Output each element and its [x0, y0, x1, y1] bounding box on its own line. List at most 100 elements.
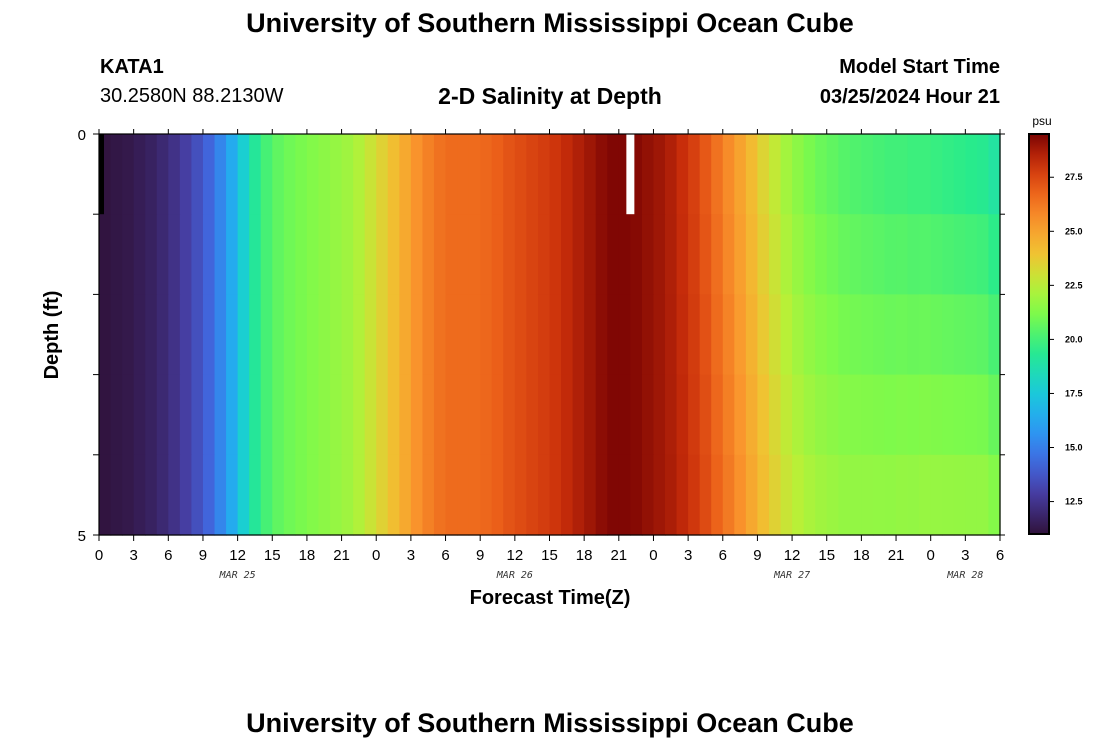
heatmap-cell	[110, 374, 123, 456]
x-tick-label: 21	[888, 547, 905, 564]
heatmap-cell	[122, 134, 135, 215]
heatmap-cell	[699, 214, 712, 295]
heatmap-cell	[503, 454, 516, 536]
x-tick-label: 0	[649, 547, 657, 564]
heatmap-cell	[919, 134, 932, 215]
heatmap-cell	[630, 294, 643, 376]
heatmap-cell	[156, 134, 169, 215]
heatmap-cell	[295, 294, 308, 376]
heatmap-cell	[526, 214, 539, 295]
heatmap-cell	[722, 134, 735, 215]
heatmap-cell	[872, 374, 886, 456]
heatmap-cell	[318, 294, 331, 376]
x-tick-label: 9	[199, 547, 207, 564]
heatmap-cell	[422, 454, 435, 536]
heatmap-cell	[156, 454, 169, 536]
heatmap-cell	[561, 374, 574, 456]
heatmap-cell	[145, 294, 158, 376]
heatmap-cell	[480, 454, 493, 536]
heatmap-cell	[410, 214, 424, 295]
x-tick-label: 18	[853, 547, 870, 564]
heatmap-cell	[537, 214, 551, 295]
heatmap-cell	[780, 294, 793, 376]
heatmap-cell	[907, 134, 920, 215]
heatmap-cell	[930, 374, 943, 456]
station-id: KATA1	[100, 56, 164, 78]
heatmap-cell	[884, 374, 897, 456]
y-axis: 05	[78, 127, 1005, 545]
heatmap-cell	[353, 454, 366, 536]
heatmap-cell	[722, 454, 735, 536]
heatmap-cell	[688, 454, 701, 536]
heatmap-cell	[468, 294, 481, 376]
heatmap-cell	[630, 454, 643, 536]
heatmap-cell	[584, 214, 597, 295]
heatmap-cell	[249, 294, 262, 376]
heatmap-cell	[156, 294, 169, 376]
heatmap-cell	[318, 214, 331, 295]
heatmap-cell	[838, 134, 851, 215]
heatmap-cell	[953, 374, 966, 456]
heatmap-cell	[99, 294, 112, 376]
heatmap-cell	[780, 134, 793, 215]
heatmap-cell	[272, 214, 285, 295]
x-tick-label: 12	[507, 547, 524, 564]
heatmap-cell	[745, 134, 759, 215]
heatmap-cell	[202, 214, 216, 295]
heatmap-cell	[422, 374, 435, 456]
heatmap-cell	[988, 294, 1001, 376]
heatmap-cell	[849, 374, 862, 456]
heatmap-cell	[295, 374, 308, 456]
x-tick-label: 12	[229, 547, 246, 564]
heatmap-cell	[665, 454, 678, 536]
heatmap-cell	[930, 454, 943, 536]
x-axis-label: Forecast Time(Z)	[470, 587, 631, 609]
heatmap-cell	[353, 134, 366, 215]
heatmap-cell	[734, 134, 747, 215]
heatmap-cell	[919, 214, 932, 295]
heatmap-cell	[306, 214, 320, 295]
heatmap-cell	[514, 374, 527, 456]
heatmap-cell	[561, 214, 574, 295]
heatmap-cell	[942, 134, 955, 215]
heatmap-cell	[549, 134, 562, 215]
heatmap-cell	[953, 454, 966, 536]
x-tick-label: 6	[719, 547, 727, 564]
heatmap-cell	[191, 374, 204, 456]
heatmap-cell	[387, 454, 400, 536]
heatmap-cell	[376, 214, 389, 295]
heatmap-cell	[457, 214, 470, 295]
heatmap-cell	[930, 134, 943, 215]
heatmap-cell	[122, 454, 135, 536]
heatmap-cell	[896, 374, 909, 456]
heatmap-cell	[734, 454, 747, 536]
heatmap-cell	[976, 374, 990, 456]
heatmap-cell	[306, 294, 320, 376]
heatmap-cell	[537, 374, 551, 456]
heatmap-cell	[214, 454, 227, 536]
heatmap-cell	[422, 134, 435, 215]
heatmap-cell	[930, 294, 943, 376]
x-tick-label: 21	[333, 547, 350, 564]
heatmap-cell	[99, 214, 112, 295]
heatmap-cell	[803, 454, 816, 536]
heatmap-cell	[341, 214, 354, 295]
heatmap-cell	[572, 134, 585, 215]
heatmap-cell	[872, 294, 886, 376]
heatmap-cell	[745, 294, 759, 376]
heatmap-cell	[468, 134, 481, 215]
heatmap-cell	[422, 294, 435, 376]
heatmap-cell	[630, 374, 643, 456]
heatmap-cell	[364, 374, 377, 456]
heatmap-cell	[237, 214, 250, 295]
heatmap-cell	[919, 374, 932, 456]
heatmap-cell	[491, 214, 504, 295]
plot-title: 2-D Salinity at Depth	[438, 83, 662, 109]
heatmap-cell	[595, 134, 608, 215]
heatmap-cell	[283, 374, 296, 456]
heatmap-cell	[202, 454, 216, 536]
heatmap-cell	[491, 134, 504, 215]
heatmap-cell	[226, 374, 239, 456]
heatmap-cell	[480, 294, 493, 376]
heatmap-cell	[896, 454, 909, 536]
